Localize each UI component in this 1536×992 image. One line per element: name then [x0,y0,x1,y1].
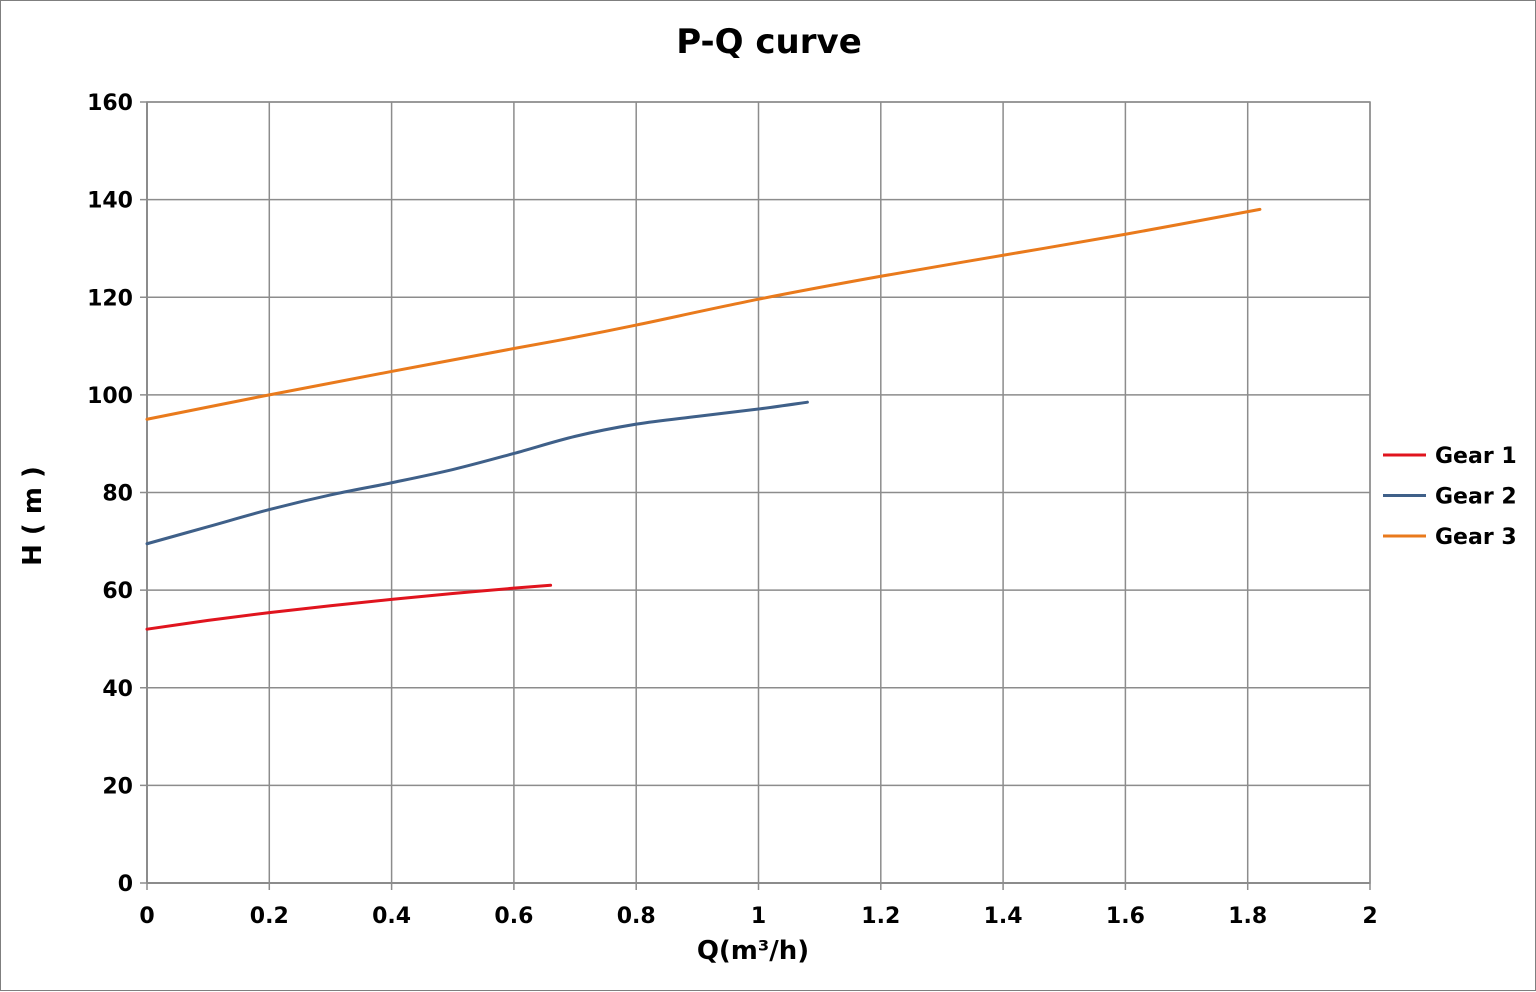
x-tick-label: 1.6 [1106,904,1145,929]
series-line-gear-1 [145,583,553,631]
legend-label: Gear 1 [1435,444,1517,469]
x-tick-label: 1 [751,904,766,929]
y-tick-label: 40 [102,677,133,702]
y-tick-label: 100 [87,384,133,409]
y-tick-label: 160 [87,91,133,116]
legend: Gear 1 Gear 2 Gear 3 [1383,444,1517,550]
x-tick-label: 0.8 [617,904,656,929]
y-tick-label: 80 [102,482,133,507]
y-tick-label: 140 [87,189,133,214]
grid [146,101,1371,884]
y-axis-ticks: 0 20 40 60 80 100 120 140 160 [87,91,147,897]
y-axis-label: H ( m ) [18,466,48,566]
y-tick-label: 0 [118,872,133,897]
x-tick-label: 2 [1362,904,1377,929]
series-lines [145,207,1262,631]
y-tick-label: 60 [102,579,133,604]
x-tick-label: 0.6 [494,904,533,929]
x-tick-label: 0.4 [372,904,411,929]
x-tick-label: 0.2 [250,904,289,929]
legend-label: Gear 3 [1435,525,1517,550]
x-axis-label: Q(m³/h) [697,936,809,966]
x-axis-ticks: 0 0.2 0.4 0.6 0.8 1 1.2 1.4 1.6 1.8 2 [139,883,1378,929]
x-tick-label: 0 [139,904,154,929]
y-tick-label: 120 [87,286,133,311]
series-line-gear-3 [145,207,1262,421]
x-tick-label: 1.8 [1228,904,1267,929]
chart-title: P-Q curve [676,22,862,62]
series-line-gear-2 [145,400,809,546]
y-tick-label: 20 [102,774,133,799]
x-tick-label: 1.4 [984,904,1023,929]
legend-label: Gear 2 [1435,485,1517,510]
x-tick-label: 1.2 [861,904,900,929]
